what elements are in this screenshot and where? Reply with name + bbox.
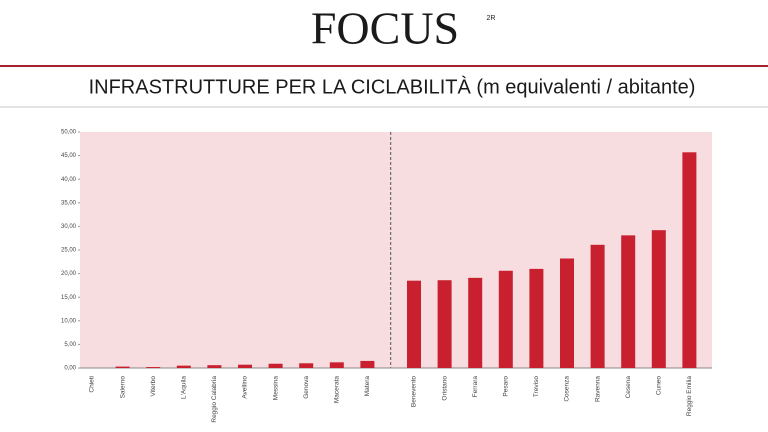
bar [529,268,544,368]
bar [207,365,222,368]
x-tick-label: Genova [303,376,310,399]
x-tick-label: Avellino [242,376,249,399]
plot-area [80,132,712,368]
y-tick-label: 45,00 [61,153,77,159]
x-tick-label: Cosenza [564,376,571,402]
bar [176,365,191,368]
y-tick-label: 5,00 [64,342,76,348]
bar [590,244,605,368]
x-tick-label: Cuneo [656,376,663,396]
chart-title: INFRASTRUTTURE PER LA CICLABILITÀ (m equ… [89,75,696,98]
bar [468,277,483,368]
bar [437,280,452,368]
x-tick-label: Reggio Emilia [686,376,693,416]
x-tick-label: Messina [272,376,279,401]
x-tick-label: Chieti [89,376,96,393]
bar [115,366,130,368]
x-tick-label: Treviso [533,376,540,397]
bar [360,360,375,368]
bar [329,362,344,368]
bar [682,152,697,368]
x-tick-label: Reggio Calabria [211,376,218,423]
x-tick-label: Salerno [119,376,126,399]
bar [146,367,161,368]
y-tick-label: 30,00 [61,224,77,230]
x-tick-label: Matera [364,376,371,397]
bar [651,230,666,368]
x-tick-label: Viterbo [150,376,157,397]
logo: FOCUS [311,3,459,54]
bar [498,270,513,368]
x-tick-label: Cesena [625,376,632,399]
y-tick-label: 50,00 [61,130,77,136]
y-tick-label: 40,00 [61,177,77,183]
x-tick-label: Macerata [334,376,341,403]
bar [299,363,314,368]
x-tick-label: Benevento [411,376,418,407]
bar [560,258,574,368]
y-tick-label: 20,00 [61,271,77,277]
bar [238,364,252,368]
x-tick-label: Ferrara [472,376,479,398]
y-tick-label: 0,00 [64,366,76,372]
y-tick-label: 25,00 [61,248,77,254]
logo-mark: 2R [487,15,496,22]
y-tick-label: 10,00 [61,318,77,324]
bar [621,235,636,368]
y-tick-label: 35,00 [61,200,77,206]
x-tick-label: Pesaro [503,376,510,397]
x-tick-label: L'Aquila [181,376,188,399]
y-tick-label: 15,00 [61,295,77,301]
x-tick-label: Ravenna [594,376,601,402]
x-tick-label: Oristano [441,376,448,401]
bar [407,280,421,368]
bar [268,363,283,368]
